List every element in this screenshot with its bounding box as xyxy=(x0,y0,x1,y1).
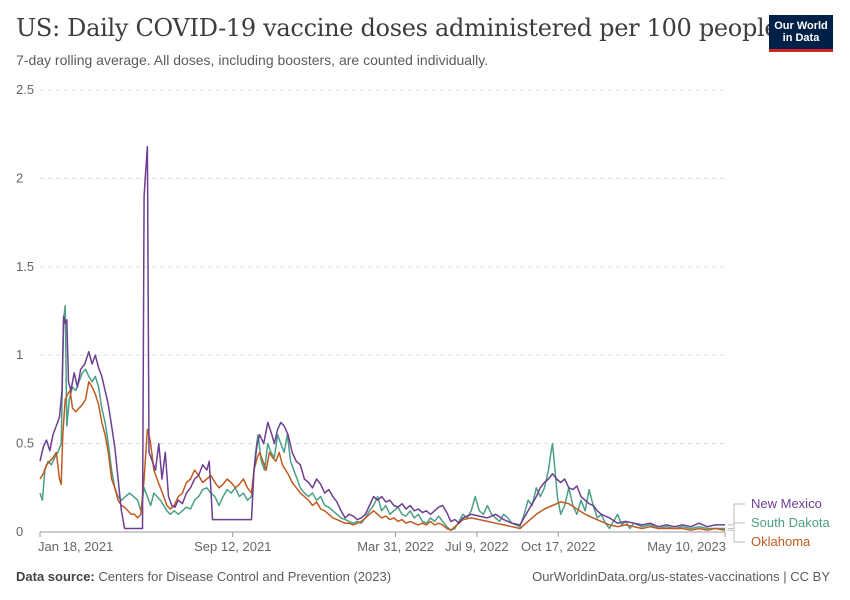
series-line-new-mexico xyxy=(39,145,725,530)
x-tick-label: Sep 12, 2021 xyxy=(194,539,271,554)
y-tick-label: 2 xyxy=(16,170,23,185)
logo-line-2: in Data xyxy=(782,32,820,44)
legend-label-south-dakota: South Dakota xyxy=(751,515,831,530)
data-source-label: Data source: xyxy=(16,569,95,584)
legend-connector xyxy=(728,522,745,529)
series-lines xyxy=(39,145,726,531)
legend-connector xyxy=(728,503,745,526)
x-tick-label: Jul 9, 2022 xyxy=(445,539,509,554)
chart-title: US: Daily COVID-19 vaccine doses adminis… xyxy=(16,14,779,42)
legend-label-new-mexico: New Mexico xyxy=(751,496,822,511)
legend-label-oklahoma: Oklahoma xyxy=(751,534,811,549)
y-axis-ticks: 0 0.5 1 1.5 2 2.5 xyxy=(16,82,34,539)
legend-connector xyxy=(728,529,745,543)
data-source: Data source: Centers for Disease Control… xyxy=(16,569,391,584)
chart-subtitle: 7-day rolling average. All doses, includ… xyxy=(16,52,489,68)
y-tick-label: 0.5 xyxy=(16,436,34,451)
logo-line-1: Our World xyxy=(774,20,828,32)
owid-logo[interactable]: Our World in Data xyxy=(769,15,833,52)
data-source-text: Centers for Disease Control and Preventi… xyxy=(98,569,392,584)
x-tick-label: Mar 31, 2022 xyxy=(357,539,434,554)
x-tick-label: May 10, 2023 xyxy=(647,539,726,554)
y-tick-label: 0 xyxy=(16,524,23,539)
y-tick-label: 1.5 xyxy=(16,259,34,274)
series-line-oklahoma xyxy=(39,380,726,531)
series-line-south-dakota xyxy=(39,304,725,531)
credit-link[interactable]: OurWorldinData.org/us-states-vaccination… xyxy=(532,569,830,584)
legend: New Mexico South Dakota Oklahoma xyxy=(728,496,831,549)
y-tick-label: 1 xyxy=(16,347,23,362)
x-tick-label: Jan 18, 2021 xyxy=(38,539,113,554)
x-tick-label: Oct 17, 2022 xyxy=(521,539,595,554)
x-axis: Jan 18, 2021 Sep 12, 2021 Mar 31, 2022 Jul … xyxy=(38,531,726,554)
y-tick-label: 2.5 xyxy=(16,82,34,97)
